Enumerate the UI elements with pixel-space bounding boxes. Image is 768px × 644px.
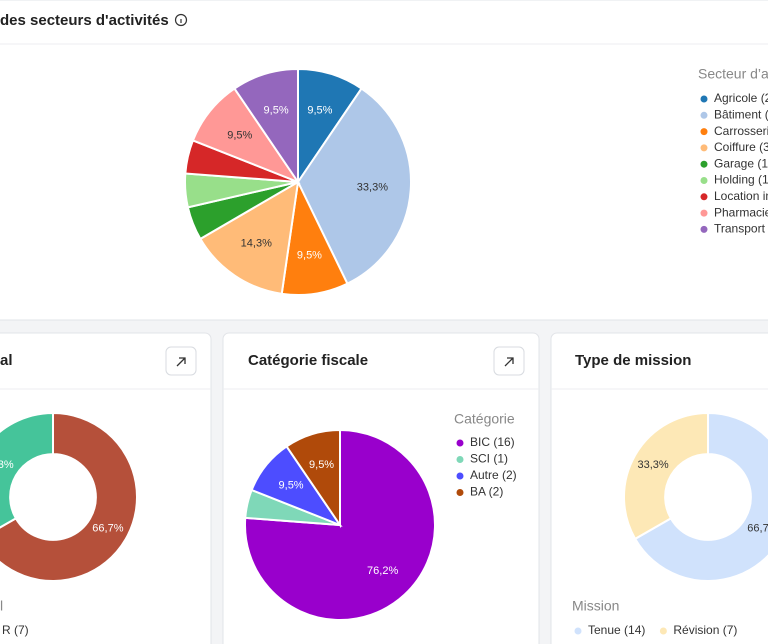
expand-button[interactable] [493, 346, 525, 376]
legend-item: Pharmacie [714, 205, 768, 219]
slice-label: 9,5% [307, 105, 332, 117]
legend-marker [700, 111, 708, 119]
legend-item: Agricole (2 [714, 91, 768, 105]
legend-title: Mission [572, 598, 619, 614]
slice [244, 428, 436, 621]
card-title: Catégorie fiscale [248, 352, 368, 369]
legend-marker [700, 144, 708, 152]
slice [199, 180, 300, 295]
legend-marker [700, 193, 708, 201]
card-title: des secteurs d'activités [0, 12, 169, 29]
legend-marker [700, 209, 708, 217]
legend-marker [659, 627, 667, 635]
info-icon[interactable] [174, 13, 188, 27]
legend-marker [700, 95, 708, 103]
legend-item: BIC (16) [470, 435, 515, 449]
legend-marker [700, 160, 708, 168]
slice [233, 67, 299, 186]
legend-title: l [0, 598, 3, 614]
legend-marker [700, 177, 708, 184]
slice-label: 9,5% [279, 480, 304, 492]
slice-label: 9,5% [227, 129, 252, 141]
legend-item: Garage (1) [714, 156, 768, 170]
legend-title: Catégorie [454, 411, 515, 427]
slice [0, 411, 138, 582]
slice [623, 411, 709, 541]
legend-item: Location in [714, 189, 768, 203]
card-title: Type de mission [575, 352, 691, 369]
slice [0, 411, 54, 529]
slice-label: 33,3% [357, 181, 388, 193]
legend-item: Autre (2) [470, 468, 517, 482]
slice-label: 9,5% [264, 105, 289, 117]
legend-marker [456, 456, 464, 463]
legend-marker [700, 225, 708, 233]
slice-label: 33,3% [0, 459, 14, 471]
legend-marker [700, 128, 708, 136]
slice-label: 9,5% [297, 250, 322, 262]
legend-title: Secteur d’a [698, 66, 768, 82]
legend-marker [574, 627, 582, 635]
slice-label: 76,2% [367, 565, 398, 577]
legend-item: R (7) [2, 623, 29, 637]
slice [296, 87, 412, 285]
slice-label: 66,7% [747, 523, 768, 535]
card-title: al [0, 352, 13, 369]
legend-item: Holding (1 [714, 173, 768, 187]
legend-item: Coiffure (3 [714, 140, 768, 154]
slice-label: 9,5% [309, 459, 334, 471]
slice-label: 33,3% [638, 459, 669, 471]
legend-item: Carrosserie [714, 124, 768, 138]
slice-label: 66,7% [92, 523, 123, 535]
legend-item: Bâtiment ( [714, 107, 768, 121]
legend-marker [456, 489, 464, 496]
legend-item: Tenue (14) [588, 623, 645, 637]
slice [285, 428, 341, 529]
legend-item: Transport [714, 222, 766, 236]
expand-button[interactable] [165, 346, 197, 376]
legend-item: SCI (1) [470, 452, 508, 466]
slice [633, 411, 768, 582]
legend-item: BA (2) [470, 485, 503, 499]
legend-marker [456, 439, 464, 447]
legend-marker [456, 472, 464, 480]
slice-label: 14,3% [241, 238, 272, 250]
legend-item: Révision (7) [673, 623, 737, 637]
